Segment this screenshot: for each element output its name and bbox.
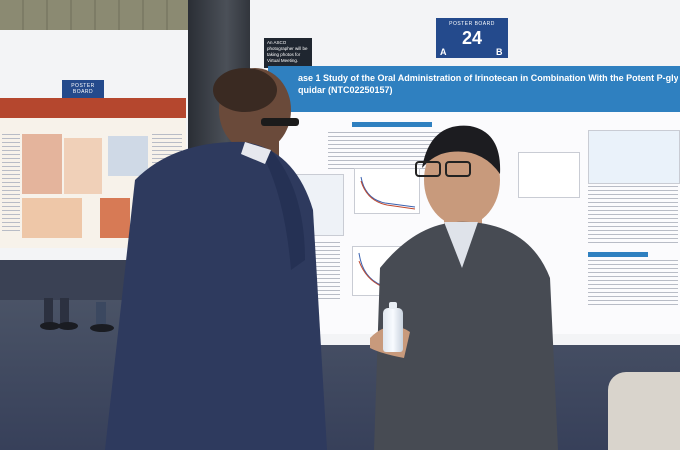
poster-section-bar <box>588 252 648 257</box>
man-in-gray-suit <box>370 125 558 450</box>
poster-table <box>588 130 680 184</box>
tag-label: POSTER BOARD <box>71 83 95 95</box>
poster-board-tag-24: POSTER BOARD 24 <box>436 18 508 58</box>
photographer-notice: An ASCO photographer will be taking phot… <box>264 38 312 68</box>
tag-number: 24 <box>461 28 483 48</box>
chair-back <box>608 372 680 450</box>
side-a-label: A <box>440 47 447 57</box>
side-b-label: B <box>496 47 503 57</box>
left-poster-header <box>0 98 186 118</box>
water-bottle <box>383 302 403 352</box>
poster-title: ase 1 Study of the Oral Administration o… <box>298 72 678 96</box>
tag-label: POSTER BOARD <box>449 21 495 27</box>
poster-text-block <box>588 186 678 246</box>
poster-plot <box>518 152 580 198</box>
right-poster-header <box>268 66 680 112</box>
poster-title-line-2: quidar (NTC02250157) <box>298 85 393 95</box>
poster-section-bar <box>352 122 432 127</box>
poster-table-block <box>64 138 102 194</box>
poster-chart-block <box>108 136 148 176</box>
poster-table-block <box>22 134 62 194</box>
poster-title-line-1: ase 1 Study of the Oral Administration o… <box>298 73 678 83</box>
background-attendees <box>40 298 114 332</box>
poster-text-block <box>588 260 678 306</box>
poster-text-block <box>2 134 20 234</box>
poster-table-block <box>22 198 82 238</box>
man-in-blue-suit <box>105 68 327 450</box>
poster-plot <box>354 168 420 214</box>
pk-curve-plot <box>360 176 416 210</box>
poster-table-block <box>100 198 130 238</box>
